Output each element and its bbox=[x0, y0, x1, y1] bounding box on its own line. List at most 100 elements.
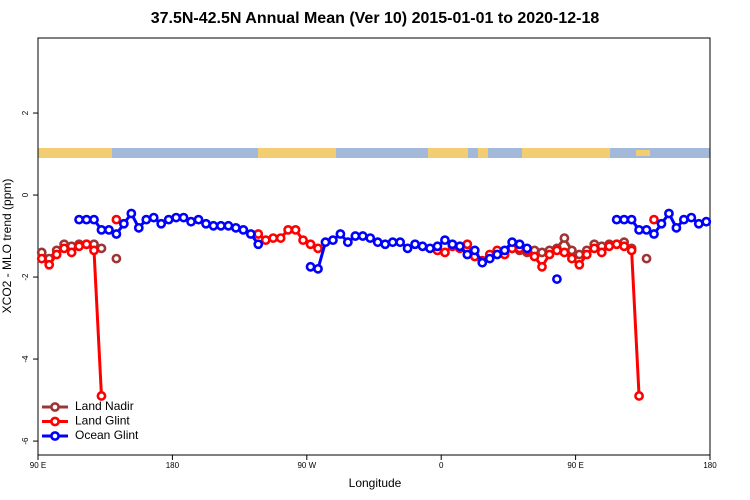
point bbox=[238, 224, 249, 235]
point bbox=[328, 235, 338, 246]
point bbox=[649, 229, 659, 239]
point bbox=[126, 208, 137, 219]
point bbox=[484, 253, 495, 264]
point bbox=[604, 241, 615, 252]
point bbox=[656, 218, 667, 229]
point bbox=[537, 261, 547, 272]
point bbox=[634, 391, 644, 401]
point bbox=[193, 214, 204, 225]
y-tick-label: -6 bbox=[21, 437, 30, 445]
point bbox=[425, 243, 435, 254]
point bbox=[290, 224, 301, 235]
legend-label: Ocean Glint bbox=[75, 428, 139, 442]
point bbox=[589, 243, 600, 254]
point bbox=[74, 214, 84, 225]
point bbox=[357, 231, 368, 241]
x-tick-label: 180 bbox=[166, 461, 180, 470]
point bbox=[44, 259, 55, 270]
point bbox=[514, 239, 525, 250]
point bbox=[492, 249, 503, 260]
point bbox=[268, 233, 279, 243]
point bbox=[96, 243, 107, 254]
y-axis-label: XCO2 - MLO trend (ppm) bbox=[0, 179, 14, 314]
point bbox=[552, 274, 562, 284]
point bbox=[477, 257, 488, 268]
point bbox=[253, 239, 264, 250]
point bbox=[678, 214, 689, 225]
point bbox=[537, 247, 547, 258]
point bbox=[387, 237, 398, 248]
point bbox=[96, 224, 107, 235]
point bbox=[634, 224, 644, 235]
point bbox=[335, 229, 346, 239]
legend-label: Land Nadir bbox=[75, 399, 134, 413]
x-tick-label: 90 W bbox=[297, 461, 316, 470]
point bbox=[574, 259, 585, 270]
point bbox=[626, 214, 637, 225]
point bbox=[81, 214, 92, 225]
point bbox=[693, 218, 704, 229]
map-strip bbox=[38, 148, 710, 158]
chart-title: 37.5N-42.5N Annual Mean (Ver 10) 2015-01… bbox=[151, 10, 600, 27]
point bbox=[462, 239, 473, 250]
point bbox=[208, 220, 219, 231]
point bbox=[253, 229, 264, 239]
point bbox=[283, 224, 294, 235]
point bbox=[454, 241, 465, 252]
point bbox=[36, 253, 47, 264]
point bbox=[559, 233, 570, 243]
point bbox=[156, 218, 167, 229]
point bbox=[245, 229, 256, 239]
point bbox=[141, 214, 152, 225]
point bbox=[118, 218, 129, 229]
point bbox=[380, 239, 391, 250]
point bbox=[611, 239, 622, 250]
point bbox=[104, 224, 114, 235]
point bbox=[74, 241, 84, 252]
point bbox=[440, 247, 450, 258]
point bbox=[171, 212, 182, 223]
point bbox=[469, 245, 480, 256]
point bbox=[686, 212, 697, 223]
point bbox=[611, 214, 622, 225]
x-tick-label: 90 E bbox=[567, 461, 583, 470]
point bbox=[499, 245, 510, 256]
point bbox=[111, 214, 122, 225]
point bbox=[619, 214, 630, 225]
point bbox=[574, 249, 585, 260]
point bbox=[596, 247, 607, 258]
point bbox=[148, 212, 159, 223]
point bbox=[641, 253, 652, 264]
x-tick-label: 90 E bbox=[30, 461, 46, 470]
point bbox=[313, 263, 323, 274]
legend-marker bbox=[50, 416, 60, 427]
point bbox=[89, 245, 99, 256]
point bbox=[163, 214, 174, 225]
point bbox=[111, 229, 122, 239]
point bbox=[701, 216, 712, 227]
point bbox=[178, 212, 189, 223]
point bbox=[51, 249, 62, 260]
point bbox=[372, 237, 383, 248]
point bbox=[365, 233, 376, 243]
point bbox=[522, 243, 532, 254]
point bbox=[320, 237, 331, 248]
plot-frame bbox=[37, 37, 711, 456]
point bbox=[581, 249, 592, 260]
point bbox=[619, 241, 630, 252]
y-tick-label: 2 bbox=[21, 110, 30, 115]
point bbox=[342, 237, 353, 248]
point bbox=[626, 245, 637, 256]
point bbox=[440, 235, 450, 246]
y-tick-label: -4 bbox=[21, 355, 30, 363]
point bbox=[313, 243, 323, 254]
point bbox=[447, 239, 458, 250]
point bbox=[507, 237, 518, 248]
y-tick-label: -2 bbox=[21, 273, 30, 281]
legend-marker bbox=[50, 402, 60, 412]
point bbox=[402, 243, 413, 254]
point bbox=[641, 224, 652, 235]
point bbox=[395, 237, 406, 248]
point bbox=[186, 216, 196, 227]
